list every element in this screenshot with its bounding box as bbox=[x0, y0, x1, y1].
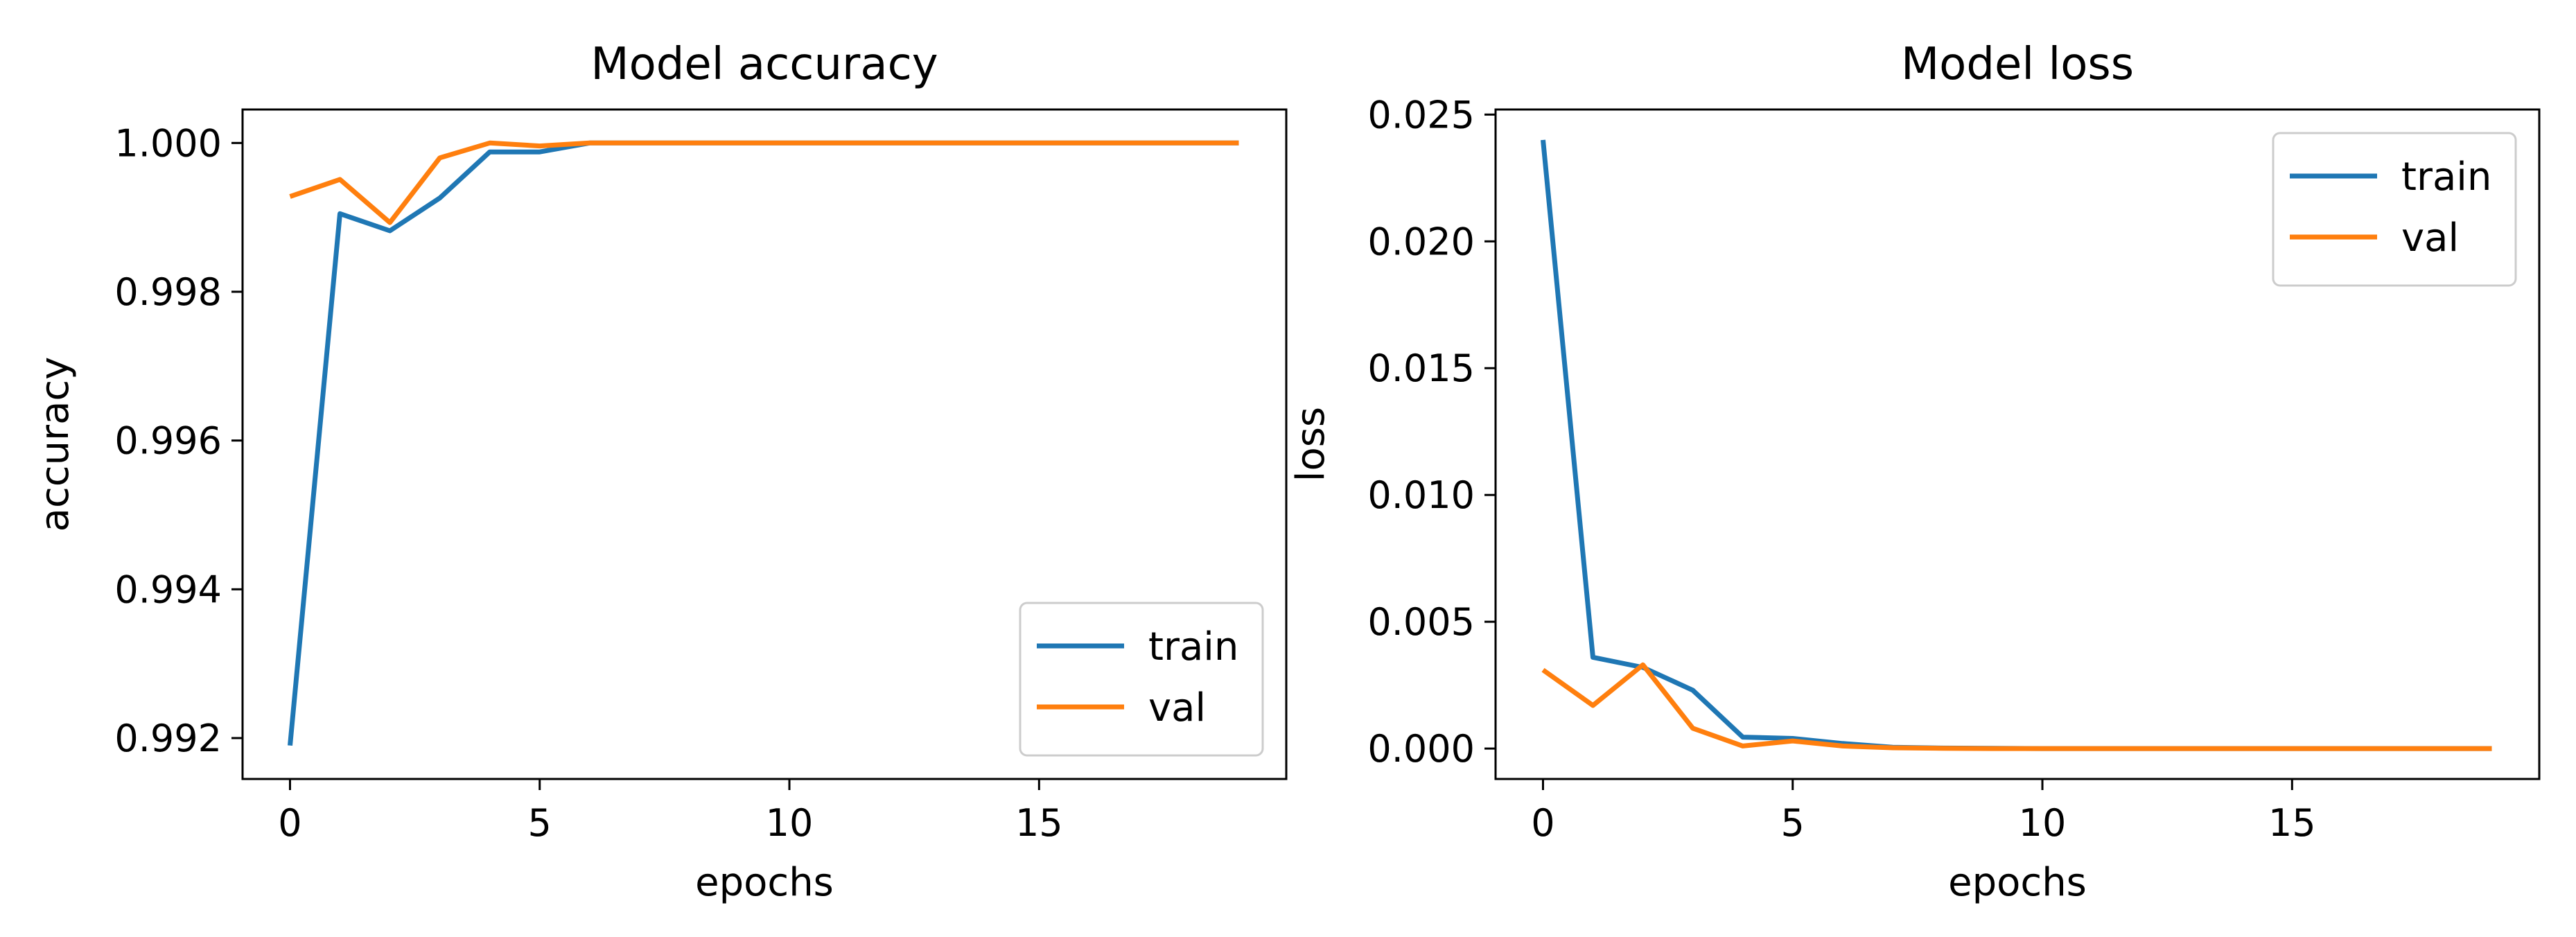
loss-legend-label-train: train bbox=[2401, 155, 2491, 200]
loss-axes-frame bbox=[1494, 108, 2541, 780]
accuracy-y-tick-label: 0.998 bbox=[114, 270, 222, 314]
accuracy-legend-label-train: train bbox=[1148, 624, 1238, 669]
loss-y-tick-label: 0.020 bbox=[1367, 220, 1475, 263]
accuracy-y-tick-label: 0.996 bbox=[114, 419, 222, 463]
accuracy-x-tick-label: 10 bbox=[766, 801, 814, 845]
loss-series-val-line bbox=[1541, 662, 2492, 751]
accuracy-chart: 0 5 10 15 0.992 0.994 0.996 0.998 1.000 Model acc… bbox=[33, 39, 1288, 905]
loss-y-axis-label: loss bbox=[1288, 407, 1333, 482]
loss-y-tick-label: 0.025 bbox=[1367, 93, 1475, 137]
accuracy-legend: train val bbox=[1019, 602, 1264, 757]
accuracy-series-val-line bbox=[289, 140, 1239, 225]
accuracy-axes-frame bbox=[241, 108, 1288, 780]
accuracy-y-tick-label: 0.992 bbox=[114, 717, 222, 760]
accuracy-legend-label-val: val bbox=[1148, 685, 1206, 730]
loss-y-tick-label: 0.010 bbox=[1367, 473, 1475, 517]
accuracy-y-tick-label: 1.000 bbox=[114, 121, 222, 165]
loss-x-tick-label: 0 bbox=[1531, 801, 1554, 845]
accuracy-y-tick-label: 0.994 bbox=[114, 568, 222, 611]
loss-x-tick-label: 15 bbox=[2268, 801, 2316, 845]
loss-chart-title: Model loss bbox=[1901, 39, 2134, 90]
loss-x-tick-label: 5 bbox=[1781, 801, 1805, 845]
accuracy-x-tick-label: 5 bbox=[528, 801, 552, 845]
loss-y-tick-label: 0.015 bbox=[1367, 347, 1475, 390]
accuracy-x-tick-label: 15 bbox=[1015, 801, 1063, 845]
loss-y-tick-label: 0.000 bbox=[1367, 727, 1475, 771]
accuracy-x-axis-label: epochs bbox=[695, 860, 834, 905]
loss-y-tick-label: 0.005 bbox=[1367, 600, 1475, 644]
accuracy-x-tick-label: 0 bbox=[278, 801, 301, 845]
loss-x-axis-label: epochs bbox=[1948, 860, 2087, 905]
accuracy-legend-box bbox=[1019, 602, 1264, 757]
loss-legend-label-val: val bbox=[2401, 216, 2459, 261]
loss-legend-box bbox=[2272, 132, 2517, 287]
loss-legend: train val bbox=[2272, 132, 2517, 287]
loss-chart: 0 5 10 15 0.000 0.005 0.010 0.015 0.020 0.025 Mode… bbox=[1288, 39, 2541, 905]
accuracy-y-axis-label: accuracy bbox=[33, 357, 78, 532]
loss-x-tick-label: 10 bbox=[2019, 801, 2067, 845]
accuracy-chart-title: Model accuracy bbox=[590, 39, 938, 90]
